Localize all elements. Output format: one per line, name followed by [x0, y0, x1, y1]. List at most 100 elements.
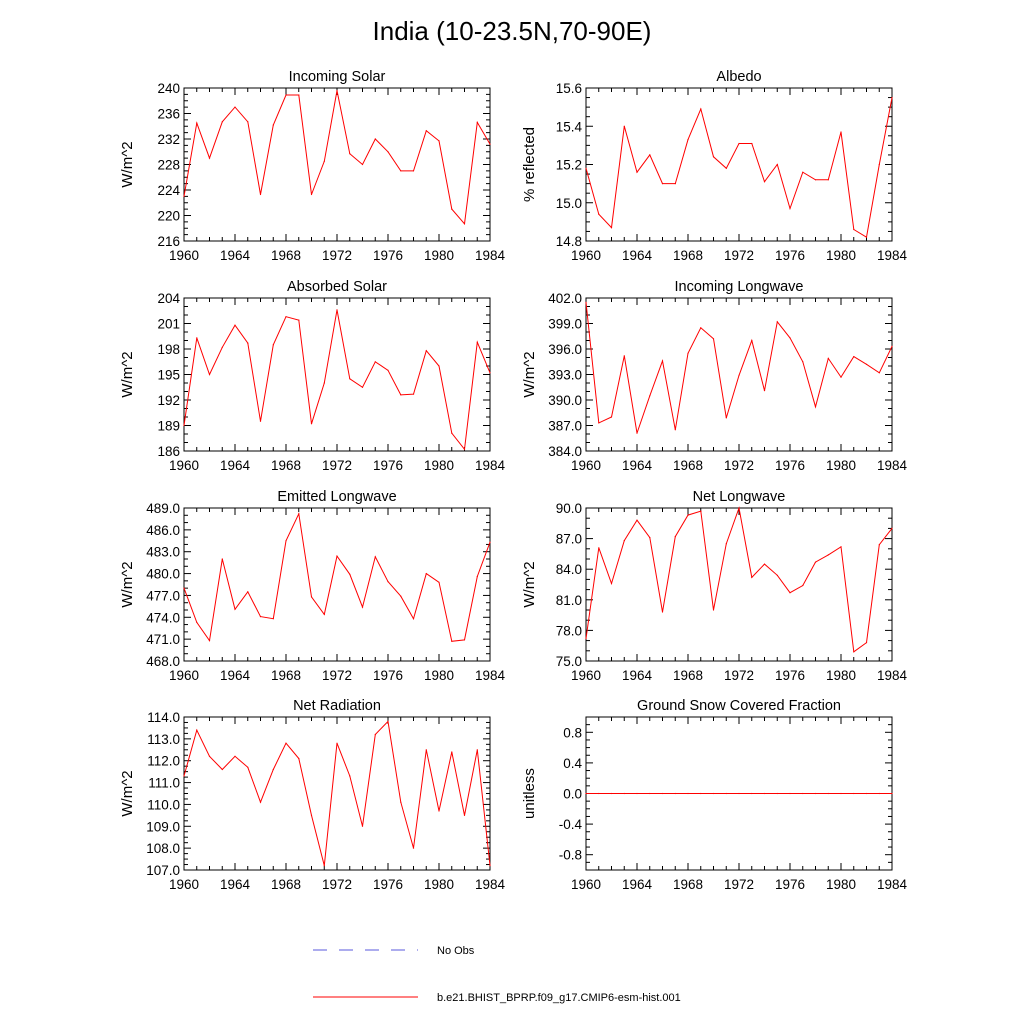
data-point [208, 640, 211, 642]
data-point [674, 536, 676, 538]
data-point [661, 611, 664, 613]
x-tick-label: 1980 [826, 668, 856, 683]
y-tick-label: 477.0 [146, 588, 180, 603]
data-point [438, 810, 440, 812]
data-point [789, 592, 791, 594]
y-tick-label: 393.0 [548, 368, 582, 383]
x-tick-label: 1968 [271, 877, 301, 892]
data-point [285, 316, 287, 318]
data-point [661, 792, 664, 795]
data-point [865, 792, 868, 795]
data-point [814, 792, 817, 795]
data-point [387, 151, 389, 153]
data-point [361, 825, 364, 827]
x-tick-label: 1964 [220, 877, 251, 892]
x-tick-label: 1964 [220, 668, 251, 683]
data-point [891, 345, 893, 347]
data-point [361, 163, 364, 166]
x-tick-label: 1960 [571, 458, 601, 473]
data-point [738, 792, 740, 795]
data-point [336, 309, 338, 311]
y-axis-label: W/m^2 [119, 141, 136, 187]
data-point [361, 606, 364, 608]
x-tick-label: 1980 [424, 877, 454, 892]
x-tick-label: 1984 [877, 458, 908, 473]
x-tick-label: 1984 [877, 877, 908, 892]
data-point [349, 153, 351, 155]
panel-title: Net Radiation [293, 698, 381, 714]
x-tick-label: 1984 [877, 668, 908, 683]
data-point [814, 179, 817, 181]
y-tick-label: 396.0 [548, 342, 582, 357]
y-tick-label: 114.0 [147, 710, 180, 725]
y-tick-label: 192 [157, 393, 180, 408]
data-point [361, 386, 364, 388]
x-tick-label: 1972 [724, 248, 754, 263]
data-point [298, 513, 300, 515]
data-point [310, 193, 313, 196]
data-point [463, 639, 466, 641]
y-tick-label: 201 [157, 317, 180, 332]
data-point [451, 432, 453, 434]
legend-label: b.e21.BHIST_BPRP.f09_g17.CMIP6-esm-hist.… [437, 992, 681, 1004]
x-tick-label: 1964 [622, 458, 653, 473]
data-point [827, 792, 829, 795]
panel-title: Emitted Longwave [277, 489, 396, 505]
x-tick-label: 1968 [673, 248, 703, 263]
data-point [234, 608, 236, 610]
data-point [712, 609, 715, 611]
data-point [272, 768, 274, 771]
y-tick-label: 109.0 [146, 819, 180, 834]
y-tick-label: 224 [157, 183, 180, 198]
plot-frame [183, 297, 491, 452]
data-point [853, 651, 855, 653]
data-point [802, 584, 804, 587]
x-tick-label: 1976 [373, 458, 403, 473]
y-tick-label: 480.0 [146, 567, 180, 582]
x-tick-label: 1964 [622, 668, 653, 683]
x-tick-label: 1964 [220, 248, 251, 263]
data-point [674, 429, 676, 431]
data-point [208, 157, 211, 159]
data-point [763, 181, 766, 183]
data-point [776, 321, 778, 323]
data-point [687, 514, 689, 516]
data-point [814, 561, 817, 563]
data-point [476, 341, 478, 343]
chart-panels: Incoming Solar W/m^2 1960 1964 1968 1972 1976 1… [119, 69, 908, 892]
y-tick-label: 75.0 [556, 654, 582, 669]
data-point [789, 792, 791, 795]
data-point [649, 154, 651, 156]
series-line-absorbed-solar [183, 309, 491, 451]
data-point [412, 847, 415, 849]
y-tick-label: -0.8 [559, 848, 582, 863]
data-point [700, 108, 702, 110]
data-point [247, 121, 249, 123]
data-point [623, 540, 625, 542]
data-point [285, 540, 287, 542]
data-point [374, 361, 376, 363]
data-point [374, 556, 376, 558]
data-point [649, 792, 651, 795]
data-point [598, 547, 600, 549]
y-tick-label: 15.0 [556, 196, 582, 211]
data-point [649, 395, 651, 397]
data-point [349, 573, 351, 575]
data-point [712, 338, 715, 340]
x-tick-label: 1972 [322, 877, 352, 892]
x-tick-label: 1976 [775, 458, 805, 473]
y-tick-label: 402.0 [548, 291, 582, 306]
legend-label: No Obs [437, 945, 475, 957]
data-point [183, 195, 185, 197]
data-point [412, 170, 415, 172]
y-tick-label: 107.0 [146, 863, 180, 878]
y-tick-label: 471.0 [146, 632, 180, 647]
data-point [687, 792, 689, 795]
series-line-incoming-solar [183, 90, 491, 225]
data-point [789, 337, 791, 339]
y-tick-label: 236 [157, 107, 180, 122]
y-tick-label: 474.0 [146, 610, 180, 625]
panel-title: Ground Snow Covered Fraction [637, 698, 841, 714]
data-point [310, 814, 313, 817]
y-tick-label: 483.0 [146, 545, 180, 560]
